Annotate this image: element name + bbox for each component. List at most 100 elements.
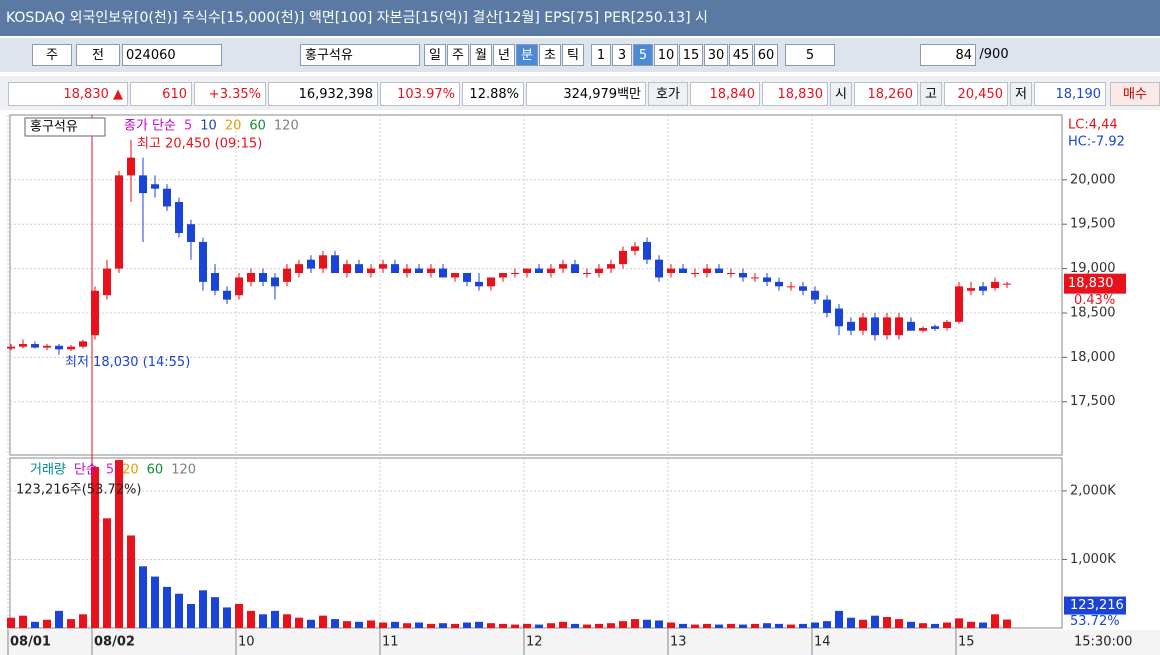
candle-body (235, 277, 243, 296)
volume-bar (631, 619, 639, 628)
volume-bar (967, 621, 975, 628)
candle-body (499, 273, 507, 278)
interval-button[interactable]: 10 (654, 44, 678, 66)
candle-body (955, 286, 963, 322)
name-box (24, 117, 106, 137)
volume-bar (823, 621, 831, 628)
volume-bar (31, 621, 39, 628)
candle-body (127, 157, 135, 176)
volume-panel (9, 457, 1063, 629)
candle-body (451, 273, 459, 278)
chart: 17,500 18,000 18,500 19,000 19,500 20,000 1,00… (0, 114, 1160, 655)
high-note: 최고 20,450 (09:15) (137, 136, 262, 151)
volume-bar (43, 619, 51, 628)
volume-bar (103, 518, 111, 628)
volume-bar (391, 621, 399, 628)
volume-bar (991, 614, 999, 628)
amount: 324,979백만 (526, 82, 646, 106)
open: 18,260 (854, 82, 918, 106)
high: 20,450 (944, 82, 1008, 106)
volume-bar (379, 622, 387, 628)
candle-body (523, 268, 531, 274)
volume-bar (283, 614, 291, 628)
interval-button[interactable]: 3 (612, 44, 632, 66)
volume-bar (127, 535, 135, 628)
volume-bar (907, 621, 915, 628)
candle-body (691, 273, 699, 275)
volume-bar (439, 623, 447, 628)
price: 18,830 ▲ (8, 82, 128, 106)
candle-body (703, 268, 711, 274)
candle-body (487, 277, 495, 287)
candle-body (67, 346, 75, 350)
interval-button[interactable]: 30 (704, 44, 728, 66)
candle-body (199, 241, 207, 282)
interval-button[interactable]: 1 (591, 44, 611, 66)
candle-body (883, 317, 891, 336)
price-legend: 20 (225, 119, 242, 134)
period-button[interactable]: 일 (424, 44, 446, 66)
volume-legend: 20 (122, 463, 139, 478)
period-button[interactable]: 년 (493, 44, 515, 66)
volume-bar (55, 610, 63, 628)
market-select[interactable]: 주 (32, 44, 72, 66)
interval-button[interactable]: 5 (633, 44, 653, 66)
x-tick-label: 15 (958, 635, 975, 650)
volume-bar (295, 617, 303, 628)
volume-legend: 5 (106, 463, 114, 478)
candle-body (907, 321, 915, 331)
volume-bar (895, 619, 903, 628)
candle-body (319, 255, 327, 269)
candle-body (991, 281, 999, 289)
period-button[interactable]: 초 (539, 44, 561, 66)
period-button[interactable]: 분 (516, 44, 538, 66)
name-field[interactable]: 홍구석유 (300, 44, 420, 66)
turnover: 12.88% (462, 82, 524, 106)
change: 610 (130, 82, 192, 106)
unit-select[interactable]: 5 (785, 44, 835, 66)
candle-body (271, 277, 279, 287)
volume-bar (7, 617, 15, 628)
bid: 18,830 (762, 82, 828, 106)
candle-body (139, 175, 147, 194)
volume-bar (199, 590, 207, 628)
candle-body (787, 286, 795, 288)
candle-body (331, 255, 339, 274)
count-input[interactable]: 84 (920, 44, 976, 66)
volume-bar (583, 624, 591, 628)
volume-note: 123,216주(53.72%) (16, 483, 141, 498)
type-select[interactable]: 전 (76, 44, 120, 66)
period-button[interactable]: 틱 (562, 44, 584, 66)
candle-body (247, 273, 255, 282)
x-tick-label: 10 (238, 635, 255, 650)
interval-button[interactable]: 15 (679, 44, 703, 66)
candle-body (715, 268, 723, 274)
candle-body (655, 259, 663, 278)
interval-button[interactable]: 45 (729, 44, 753, 66)
candle-body (931, 326, 939, 329)
volume-bar (367, 620, 375, 628)
volume-bar (355, 621, 363, 628)
buy-button[interactable]: 매수 (1110, 82, 1160, 106)
candle-body (283, 268, 291, 282)
candle-body (7, 346, 15, 349)
volume-bar (847, 617, 855, 628)
volume-bar (451, 623, 459, 628)
volume-bar (595, 623, 603, 628)
volume-bar (463, 622, 471, 628)
ask: 18,840 (690, 82, 760, 106)
code-input[interactable]: 024060 (122, 44, 222, 66)
candle-body (115, 175, 123, 269)
period-button[interactable]: 월 (470, 44, 492, 66)
candle-body (175, 201, 183, 234)
interval-button[interactable]: 60 (754, 44, 778, 66)
period-button[interactable]: 주 (447, 44, 469, 66)
candle-body (739, 273, 747, 278)
volume-bar (607, 623, 615, 628)
x-tick-label: 12 (526, 635, 543, 650)
candle-body (463, 273, 471, 282)
volume-bar (247, 610, 255, 628)
volume-bar (739, 624, 747, 628)
candle-body (403, 268, 411, 274)
